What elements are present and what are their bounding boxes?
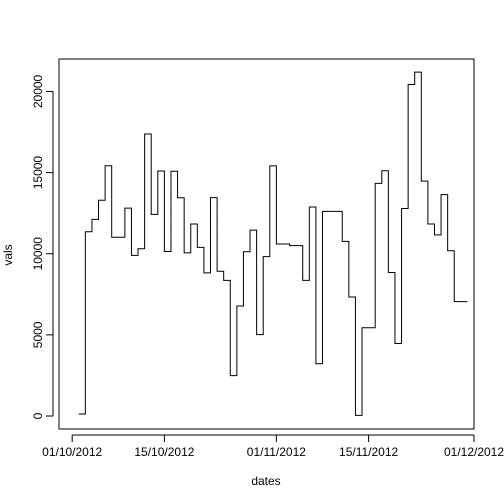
- x-axis-label: dates: [251, 474, 280, 488]
- x-tick-label: 15/11/2012: [339, 445, 398, 459]
- x-axis: 01/10/2012 15/10/2012 01/11/2012 15/11/2012…: [42, 434, 504, 459]
- x-tick-label: 01/12/2012: [444, 445, 504, 459]
- x-tick-label: 01/11/2012: [247, 445, 306, 459]
- y-tick-label: 10000: [31, 237, 45, 271]
- plot-box: [58, 58, 475, 430]
- x-tick-label: 15/10/2012: [134, 445, 194, 459]
- y-tick-label: 5000: [31, 321, 45, 348]
- x-tick-label: 01/10/2012: [42, 445, 102, 459]
- y-tick-label: 20000: [31, 74, 45, 108]
- y-tick-label: 15000: [31, 156, 45, 190]
- y-axis: 0 5000 10000 15000 20000: [31, 74, 54, 419]
- y-axis-label: vals: [1, 244, 15, 265]
- y-tick-label: 0: [31, 412, 45, 419]
- series-step-line: [78, 71, 468, 416]
